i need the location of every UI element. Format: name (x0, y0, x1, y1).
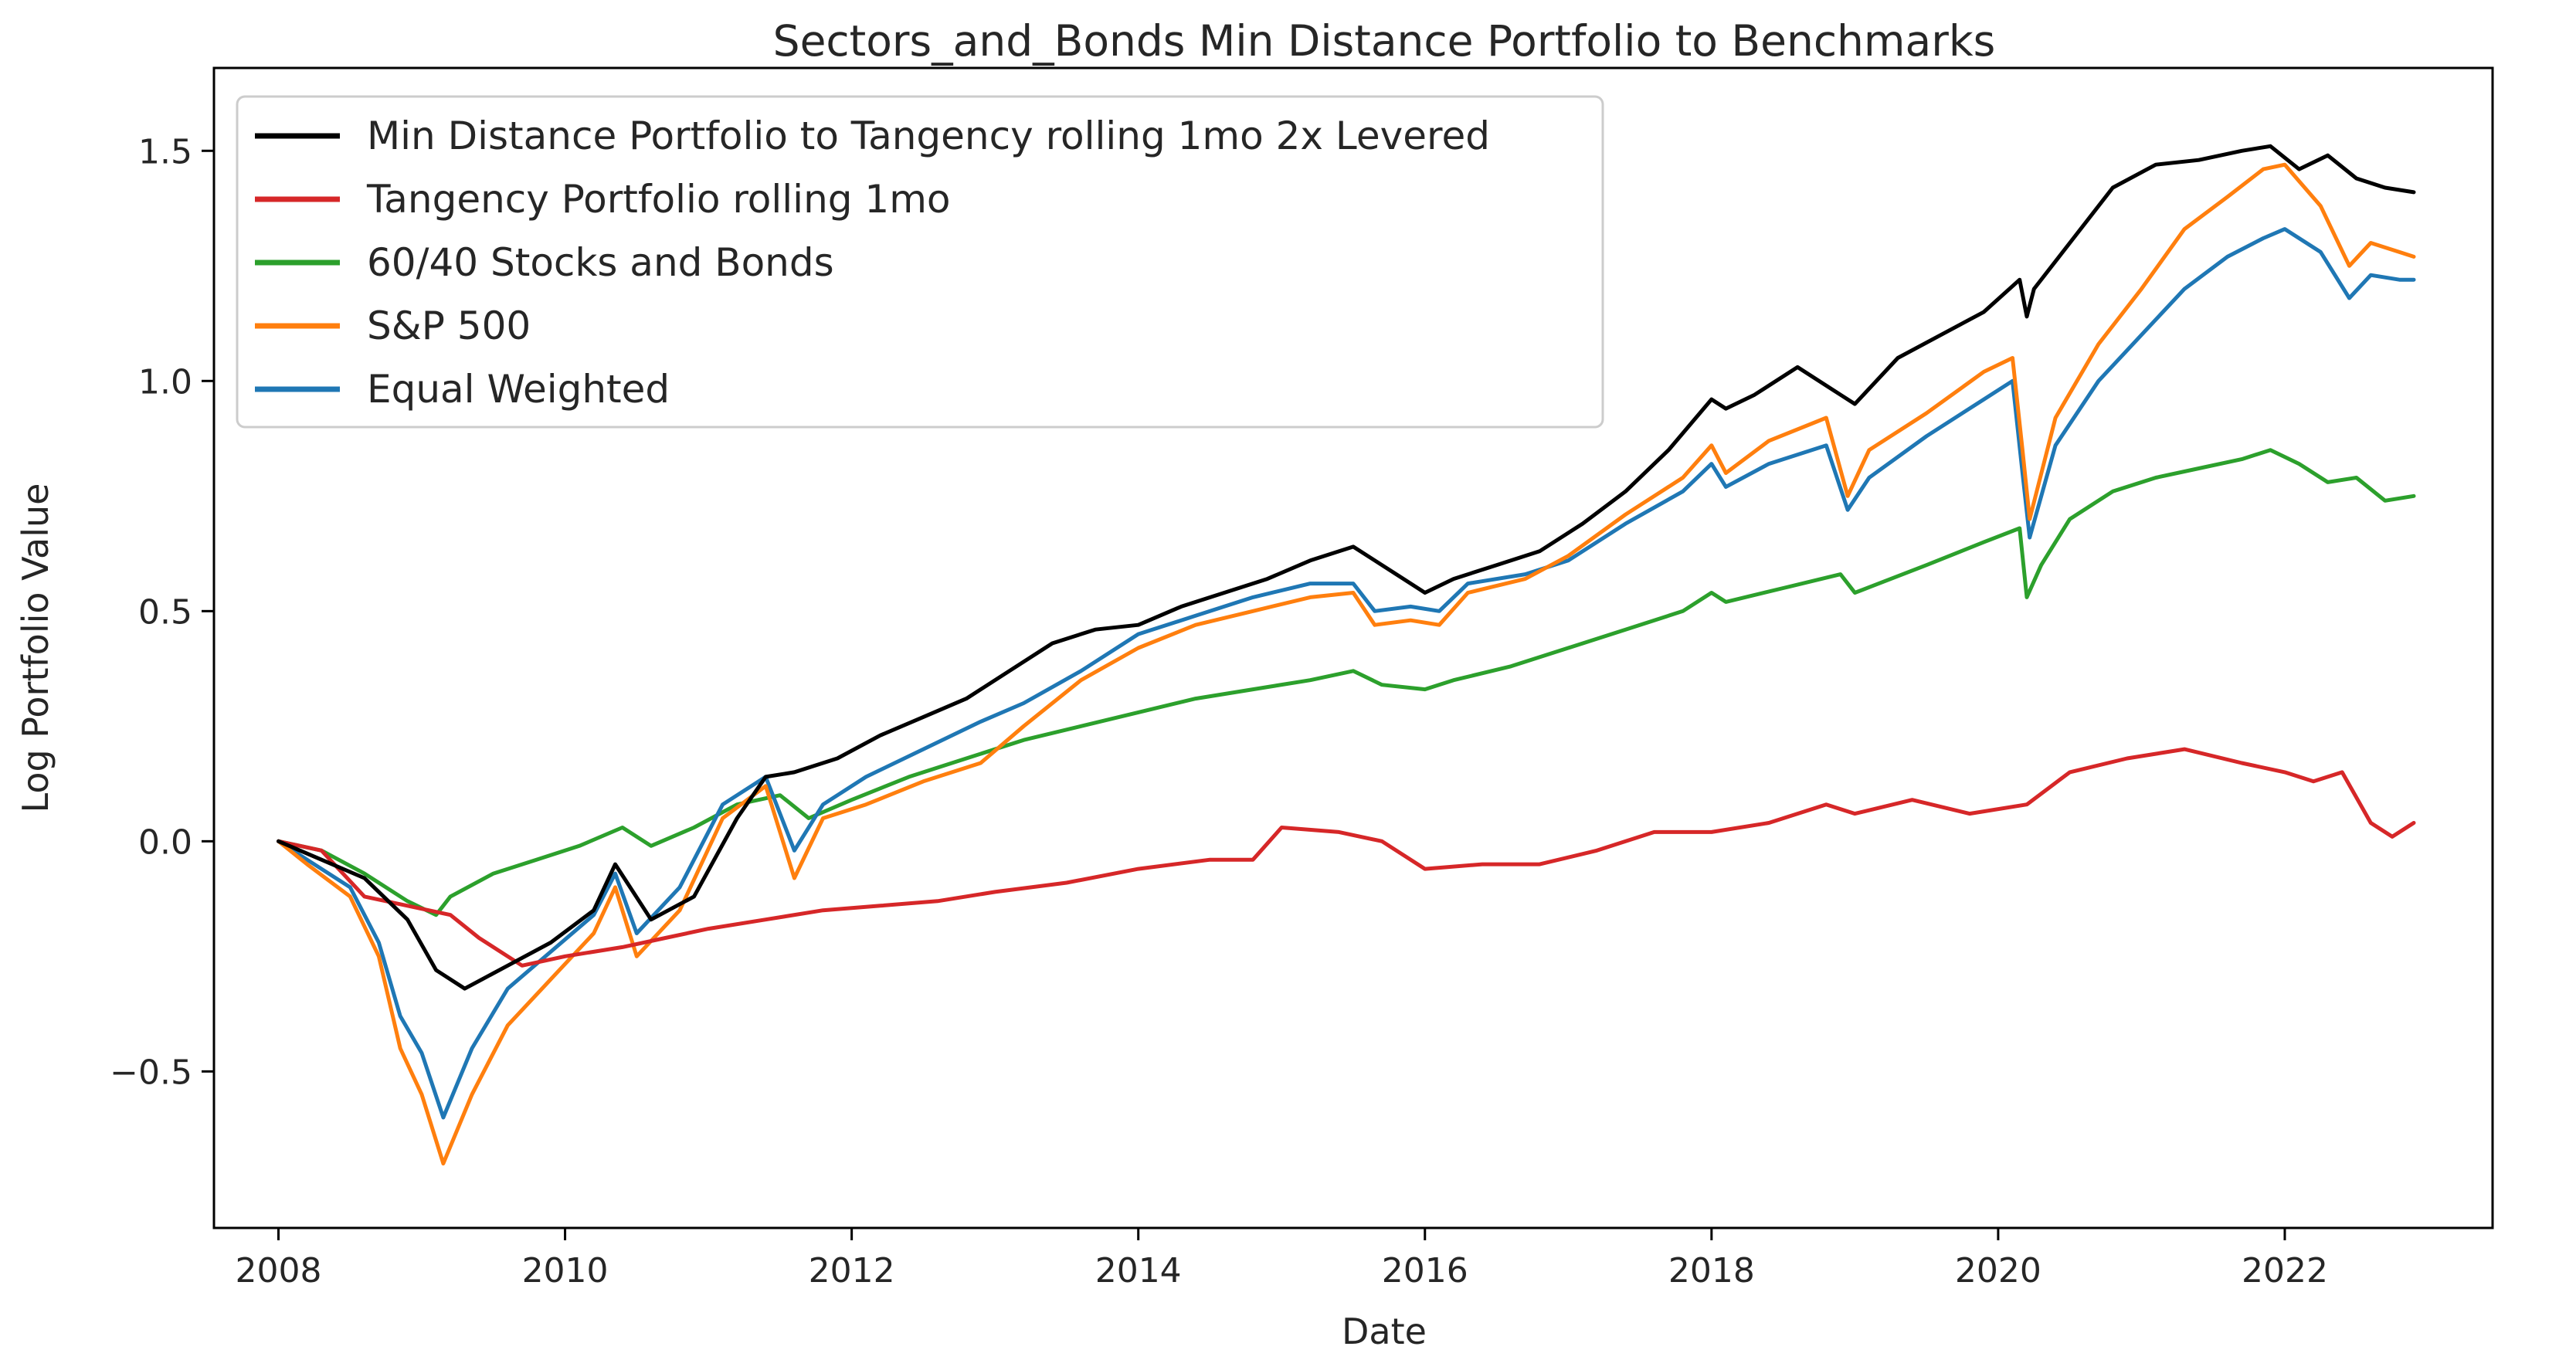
legend-label: 60/40 Stocks and Bonds (367, 240, 834, 285)
x-tick-label: 2008 (235, 1251, 321, 1290)
x-tick-label: 2016 (1382, 1251, 1468, 1290)
legend-entries: Min Distance Portfolio to Tangency rolli… (255, 114, 1490, 412)
series-line-3 (277, 162, 2416, 1166)
legend: Min Distance Portfolio to Tangency rolli… (236, 95, 1604, 429)
y-tick-label: −0.5 (110, 1053, 192, 1092)
x-tick-label: 2018 (1668, 1251, 1755, 1290)
x-tick-label: 2020 (1955, 1251, 2041, 1290)
plot-area (212, 66, 2494, 1229)
legend-label: S&P 500 (367, 304, 531, 348)
y-tick-label: 0.5 (138, 592, 192, 632)
series-line-4 (277, 227, 2416, 1120)
y-axis: −0.5 0.0 0.5 1.0 1.5 (110, 132, 214, 1092)
x-tick-label: 2010 (522, 1251, 609, 1290)
series-layer (277, 144, 2416, 1166)
x-tick-label: 2014 (1095, 1251, 1182, 1290)
legend-box (236, 95, 1604, 429)
chart-title: Sectors_and_Bonds Min Distance Portfolio… (773, 16, 1996, 66)
series-line-0 (277, 144, 2416, 991)
legend-label: Tangency Portfolio rolling 1mo (366, 177, 951, 222)
y-tick-label: 1.5 (138, 132, 192, 171)
legend-label: Min Distance Portfolio to Tangency rolli… (367, 114, 1490, 158)
x-tick-label: 2022 (2242, 1251, 2328, 1290)
axes-frame (212, 66, 2494, 1229)
x-axis: 2008 2010 2012 2014 2016 2018 2020 2022 (235, 1228, 2328, 1290)
series-line-1 (277, 747, 2416, 968)
x-axis-label: Date (1342, 1311, 1427, 1352)
x-tick-label: 2012 (809, 1251, 895, 1290)
legend-label: Equal Weighted (367, 367, 670, 412)
series-line-2 (277, 448, 2416, 917)
y-tick-label: 1.0 (138, 362, 192, 402)
y-axis-label: Log Portfolio Value (15, 483, 56, 813)
y-tick-label: 0.0 (138, 822, 192, 862)
